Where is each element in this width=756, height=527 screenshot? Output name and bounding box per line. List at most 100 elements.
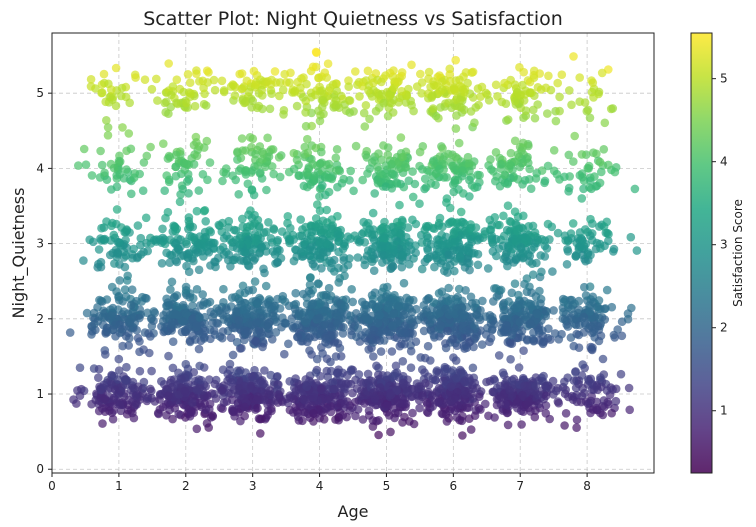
- data-point: [322, 73, 332, 82]
- data-point: [461, 286, 470, 295]
- data-point: [465, 192, 474, 201]
- data-point: [446, 382, 456, 392]
- data-point: [292, 155, 302, 165]
- data-point: [567, 100, 576, 110]
- data-point: [586, 231, 595, 240]
- data-point: [531, 292, 541, 301]
- data-point: [256, 328, 265, 337]
- data-point: [182, 160, 192, 169]
- data-point: [511, 236, 521, 246]
- data-point: [146, 142, 155, 152]
- data-point: [530, 412, 540, 422]
- data-point: [505, 386, 514, 395]
- data-point: [510, 136, 520, 146]
- data-point: [543, 109, 552, 118]
- data-point: [257, 242, 266, 252]
- data-point: [248, 96, 257, 106]
- data-point: [153, 96, 162, 105]
- data-point: [624, 383, 634, 393]
- data-point: [373, 175, 382, 185]
- data-point: [571, 367, 580, 376]
- data-point: [314, 313, 324, 323]
- data-point: [249, 66, 259, 76]
- data-point: [411, 241, 420, 250]
- data-point: [300, 237, 309, 247]
- data-point: [481, 399, 490, 409]
- data-point: [210, 379, 220, 389]
- data-point: [507, 330, 517, 340]
- data-point: [109, 230, 119, 240]
- data-point: [107, 282, 117, 292]
- data-point: [485, 215, 495, 225]
- data-point: [577, 194, 587, 203]
- data-point: [392, 386, 402, 395]
- data-point: [475, 170, 484, 180]
- data-point: [334, 365, 343, 375]
- data-point: [367, 230, 377, 239]
- data-point: [196, 375, 206, 385]
- data-point: [544, 71, 553, 81]
- data-point: [429, 330, 439, 340]
- data-point: [340, 241, 350, 251]
- data-point: [367, 257, 377, 267]
- data-point: [171, 150, 181, 160]
- data-point: [327, 215, 337, 224]
- data-point: [189, 140, 199, 150]
- data-point: [228, 407, 237, 416]
- data-point: [451, 393, 460, 403]
- data-point: [98, 313, 107, 322]
- data-point: [503, 201, 513, 210]
- data-point: [437, 287, 447, 297]
- data-point: [108, 303, 118, 313]
- data-point: [129, 244, 138, 254]
- data-point: [374, 416, 383, 425]
- data-point: [135, 347, 144, 357]
- data-point: [177, 374, 186, 384]
- data-point: [559, 297, 568, 307]
- data-point: [403, 387, 412, 396]
- data-point: [599, 145, 609, 154]
- data-point: [412, 304, 421, 314]
- data-point: [574, 305, 583, 314]
- x-tick-label: 4: [316, 479, 324, 493]
- data-point: [575, 73, 584, 82]
- data-point: [371, 106, 381, 116]
- data-point: [586, 250, 595, 260]
- data-point: [121, 332, 131, 341]
- data-point: [79, 256, 88, 265]
- data-point: [387, 263, 396, 273]
- data-point: [192, 66, 201, 75]
- data-point: [607, 408, 616, 418]
- data-point: [261, 281, 271, 291]
- data-point: [524, 397, 533, 406]
- data-point: [427, 91, 437, 101]
- colorbar-tick-label: 5: [720, 72, 728, 86]
- data-point: [111, 63, 121, 73]
- data-point: [436, 103, 445, 112]
- data-point: [299, 247, 309, 256]
- data-point: [168, 363, 178, 373]
- data-point: [302, 382, 312, 392]
- data-point: [167, 90, 176, 100]
- x-tick-label: 7: [516, 479, 524, 493]
- data-point: [351, 411, 360, 421]
- data-point: [500, 78, 509, 88]
- data-point: [451, 152, 461, 162]
- data-point: [142, 151, 152, 161]
- data-point: [222, 247, 231, 257]
- data-point: [499, 312, 508, 321]
- data-point: [107, 311, 116, 320]
- data-point: [315, 116, 325, 126]
- data-point: [210, 85, 220, 95]
- data-point: [534, 399, 544, 409]
- data-point: [308, 62, 318, 72]
- data-point: [617, 331, 627, 341]
- data-point: [100, 234, 110, 244]
- data-point: [398, 251, 408, 260]
- data-point: [163, 298, 173, 307]
- data-point: [305, 346, 314, 355]
- data-point: [316, 384, 326, 394]
- data-point: [532, 309, 542, 319]
- data-point: [200, 206, 210, 215]
- data-point: [378, 258, 387, 267]
